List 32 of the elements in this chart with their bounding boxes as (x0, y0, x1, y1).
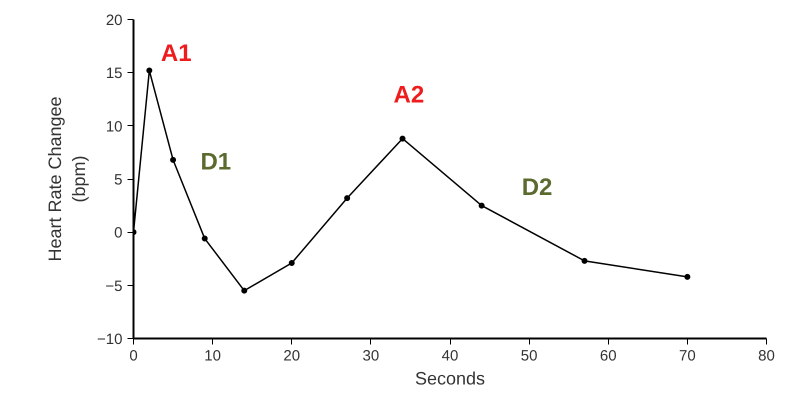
y-tick-label: 10 (106, 118, 123, 136)
y-tick-label: 5 (114, 172, 122, 188)
y-tick-label: 15 (106, 65, 123, 82)
y-tick-label: 20 (106, 12, 123, 29)
x-tick-label: 0 (129, 348, 138, 364)
x-tick-label: 10 (204, 348, 221, 364)
point (241, 288, 248, 294)
point (288, 260, 295, 266)
annotation: D1 (200, 148, 232, 176)
x-tick-label: 50 (520, 348, 538, 364)
x-tick-label: 80 (758, 348, 775, 364)
point (684, 274, 690, 280)
y-tick-label: −10 (97, 331, 123, 348)
point (582, 258, 588, 264)
annotation: A1 (160, 40, 192, 68)
x-tick-label: 40 (442, 348, 458, 364)
x-axis-title: Seconds (414, 368, 486, 388)
annotation: A2 (394, 82, 424, 109)
x-tick-label: 30 (362, 348, 380, 364)
y-tick-label: −5 (105, 278, 123, 295)
x-tick-label: 70 (679, 348, 696, 364)
point (400, 136, 406, 142)
point (202, 236, 208, 242)
point (478, 202, 485, 209)
annotation: D2 (522, 174, 552, 202)
x-tick-label: 60 (600, 348, 617, 364)
point (344, 195, 350, 202)
point (146, 68, 152, 74)
point (170, 156, 176, 163)
y-axis-title: Heart Rate Changee (bpm) (45, 96, 90, 262)
x-tick-label: 20 (283, 348, 300, 364)
y-tick-label: 0 (114, 224, 122, 242)
